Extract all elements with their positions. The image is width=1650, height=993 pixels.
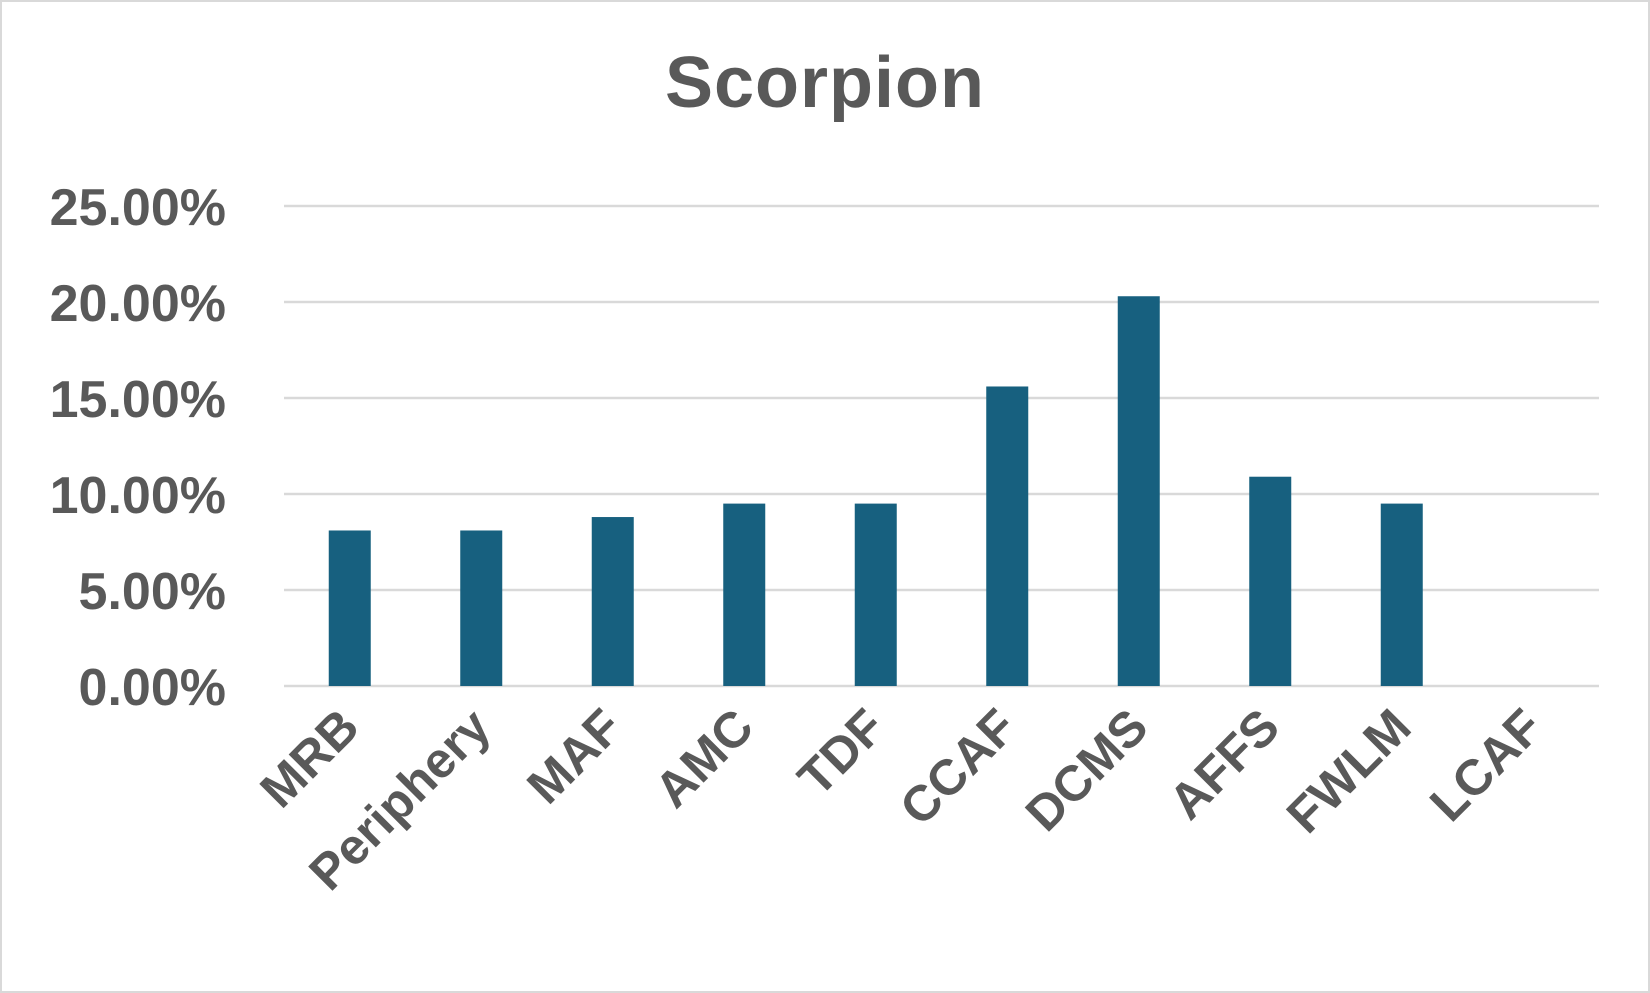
bar-periphery [460, 530, 503, 686]
bar-dcms [1117, 296, 1160, 686]
y-tick-label: 10.00% [50, 467, 226, 525]
bar-ccaf [986, 386, 1029, 686]
bar-affs [1249, 476, 1292, 686]
bar-maf [591, 517, 634, 686]
x-tick-label: TDF [787, 698, 895, 806]
y-axis-tick-labels: 0.00% 5.00% 10.00% 15.00% 20.00% 25.00% [50, 179, 226, 717]
y-tick-label: 15.00% [50, 371, 226, 429]
bar-tdf [854, 503, 897, 686]
y-tick-label: 20.00% [50, 275, 226, 333]
bar-amc [723, 503, 766, 686]
gridlines [284, 204, 1599, 688]
chart-title: Scorpion [664, 43, 985, 123]
x-tick-label: LCAF [1419, 698, 1553, 832]
y-tick-label: 5.00% [79, 563, 226, 621]
x-tick-label: AMC [644, 698, 764, 818]
bars [328, 296, 1423, 686]
bar-fwlm [1380, 503, 1423, 686]
x-tick-label: CCAF [889, 698, 1027, 836]
y-tick-label: 25.00% [50, 179, 226, 237]
y-tick-label: 0.00% [79, 659, 226, 717]
x-tick-label: MAF [516, 698, 632, 814]
bar-mrb [328, 530, 371, 686]
x-tick-label: DCMS [1015, 698, 1159, 842]
x-tick-label: FWLM [1276, 698, 1422, 844]
x-tick-label: MRB [249, 698, 369, 818]
x-tick-label: AFFS [1158, 698, 1290, 830]
